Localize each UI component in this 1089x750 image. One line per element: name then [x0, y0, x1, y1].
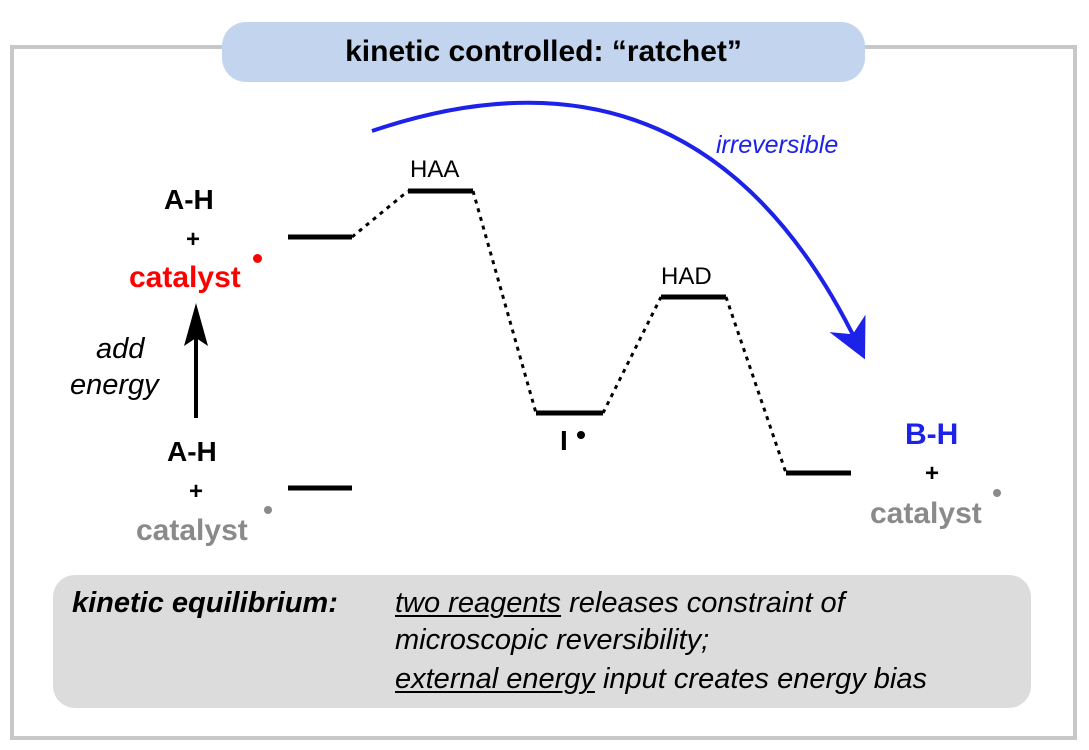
irreversible-arc-arrow: [371, 100, 866, 360]
ts2-label: HAD: [661, 263, 712, 290]
summary-box: kinetic equilibrium: two reagents releas…: [53, 575, 1031, 708]
summary-underline-external-energy: external energy: [395, 663, 595, 695]
summary-line-2: microscopic reversibility;: [395, 624, 710, 656]
connector-start-haa: [351, 189, 409, 239]
radical-dot-red: [253, 254, 262, 263]
product-label: B-H: [905, 418, 959, 451]
bottom-catalyst-label: catalyst: [136, 514, 248, 547]
connector-haa-intermediate: [471, 190, 538, 414]
arrow-label-energy: energy: [70, 369, 159, 401]
summary-underline-two-reagents: two reagents: [395, 587, 562, 619]
arrow-label-add: add: [96, 333, 145, 365]
radical-dot-gray-left: [264, 506, 272, 514]
ts1-label: HAA: [410, 156, 460, 183]
bottom-plus-sign: +: [189, 478, 204, 505]
title-banner: kinetic controlled: “ratchet”: [222, 22, 865, 82]
summary-heading: kinetic equilibrium:: [72, 587, 338, 619]
product-plus-sign: +: [925, 460, 940, 487]
irreversible-label: irreversible: [716, 131, 839, 159]
summary-line-3-rest: input creates energy bias: [594, 663, 927, 695]
frame-border: [10, 45, 1077, 740]
summary-line-1: two reagents releases constraint of: [395, 587, 845, 620]
radical-dot-intermediate: [577, 431, 585, 439]
bottom-reactant-label: A-H: [167, 436, 217, 467]
title-text: kinetic controlled: “ratchet”: [345, 35, 742, 68]
summary-line-1-rest: releases constraint of: [561, 587, 845, 619]
product-catalyst-label: catalyst: [870, 497, 982, 530]
connector-intermediate-had: [601, 296, 663, 414]
add-energy-arrow-head: [184, 303, 208, 346]
top-catalyst-label: catalyst: [129, 261, 241, 294]
top-reactant-label: A-H: [164, 184, 214, 215]
radical-dot-gray-right: [993, 489, 1001, 497]
summary-line-3: external energy input creates energy bia…: [395, 663, 927, 696]
connector-had-product: [724, 296, 788, 474]
top-plus-sign: +: [186, 226, 201, 253]
intermediate-label: I: [560, 425, 568, 456]
